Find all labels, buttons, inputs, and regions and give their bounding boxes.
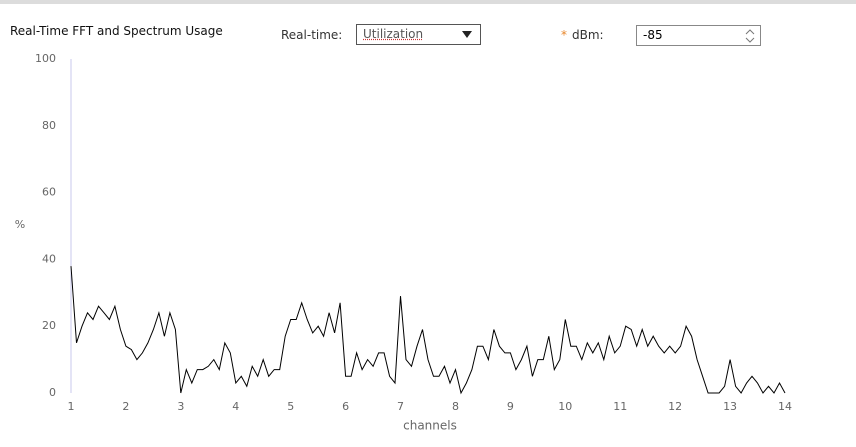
x-tick-label: 8: [452, 400, 459, 413]
x-tick-label: 4: [232, 400, 239, 413]
x-tick-label: 3: [177, 400, 184, 413]
x-tick-label: 11: [613, 400, 627, 413]
spinner: [745, 29, 755, 43]
dbm-label: dBm:: [572, 28, 604, 42]
y-axis-label: %: [15, 218, 25, 231]
page-title: Real-Time FFT and Spectrum Usage: [10, 24, 223, 38]
dbm-input[interactable]: -85: [636, 25, 761, 46]
x-tick-label: 14: [778, 400, 792, 413]
dropdown-value: Utilization: [363, 27, 424, 41]
x-tick-label: 9: [507, 400, 514, 413]
realtime-label: Real-time:: [281, 28, 343, 42]
y-tick-label: 0: [49, 386, 56, 399]
y-tick-label: 20: [42, 319, 56, 332]
x-tick-label: 2: [122, 400, 129, 413]
y-tick-label: 80: [42, 119, 56, 132]
y-tick-label: 100: [35, 52, 56, 65]
dropdown-arrow: [462, 31, 472, 38]
realtime-dropdown[interactable]: Utilization: [356, 24, 481, 45]
input-value: -85: [643, 28, 663, 42]
y-tick-label: 60: [42, 186, 56, 199]
data-line: [70, 266, 786, 395]
x-axis-label: channels: [403, 419, 457, 433]
y-tick-label: 40: [42, 252, 56, 265]
x-tick-label: 12: [668, 400, 682, 413]
x-tick-label: 10: [558, 400, 572, 413]
x-tick-label: 7: [397, 400, 404, 413]
x-tick-label: 1: [68, 400, 75, 413]
x-tick-label: 5: [287, 400, 294, 413]
x-tick-label: 13: [723, 400, 737, 413]
required-mark: *: [561, 28, 567, 42]
x-tick-label: 6: [342, 400, 349, 413]
top-bar: [0, 0, 856, 4]
